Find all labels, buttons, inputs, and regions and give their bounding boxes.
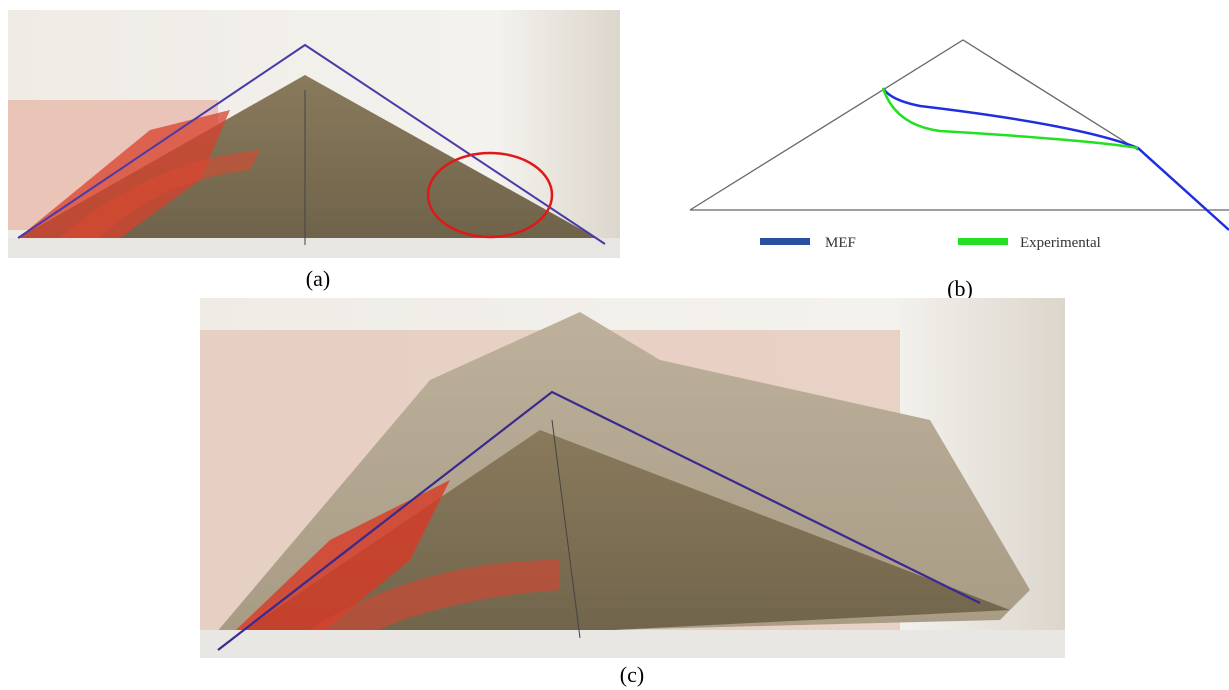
legend-swatch <box>958 238 1008 245</box>
tank-base <box>8 238 620 258</box>
dye-streaks <box>18 110 230 238</box>
legend-label: MEF <box>825 235 856 251</box>
photo-c <box>200 298 1065 658</box>
experimental-curve <box>881 87 1139 150</box>
diagram-b: MEF Experimental <box>689 39 1229 251</box>
panel-label: (c) <box>620 662 644 687</box>
dye-streaks <box>280 560 560 650</box>
dam-outline <box>689 39 1139 211</box>
legend-label: Experimental <box>1020 235 1101 251</box>
mef-curve <box>881 87 1229 231</box>
panel-label: (b) <box>947 276 973 301</box>
outline-line <box>217 390 981 651</box>
photo-a <box>8 10 620 258</box>
center-line <box>551 419 581 639</box>
highlight-circle <box>426 151 554 239</box>
tank-base <box>200 630 1065 658</box>
legend-swatch <box>760 238 810 245</box>
panel-label: (a) <box>306 266 330 291</box>
outline-line <box>17 43 606 245</box>
dye-streaks <box>60 150 260 238</box>
